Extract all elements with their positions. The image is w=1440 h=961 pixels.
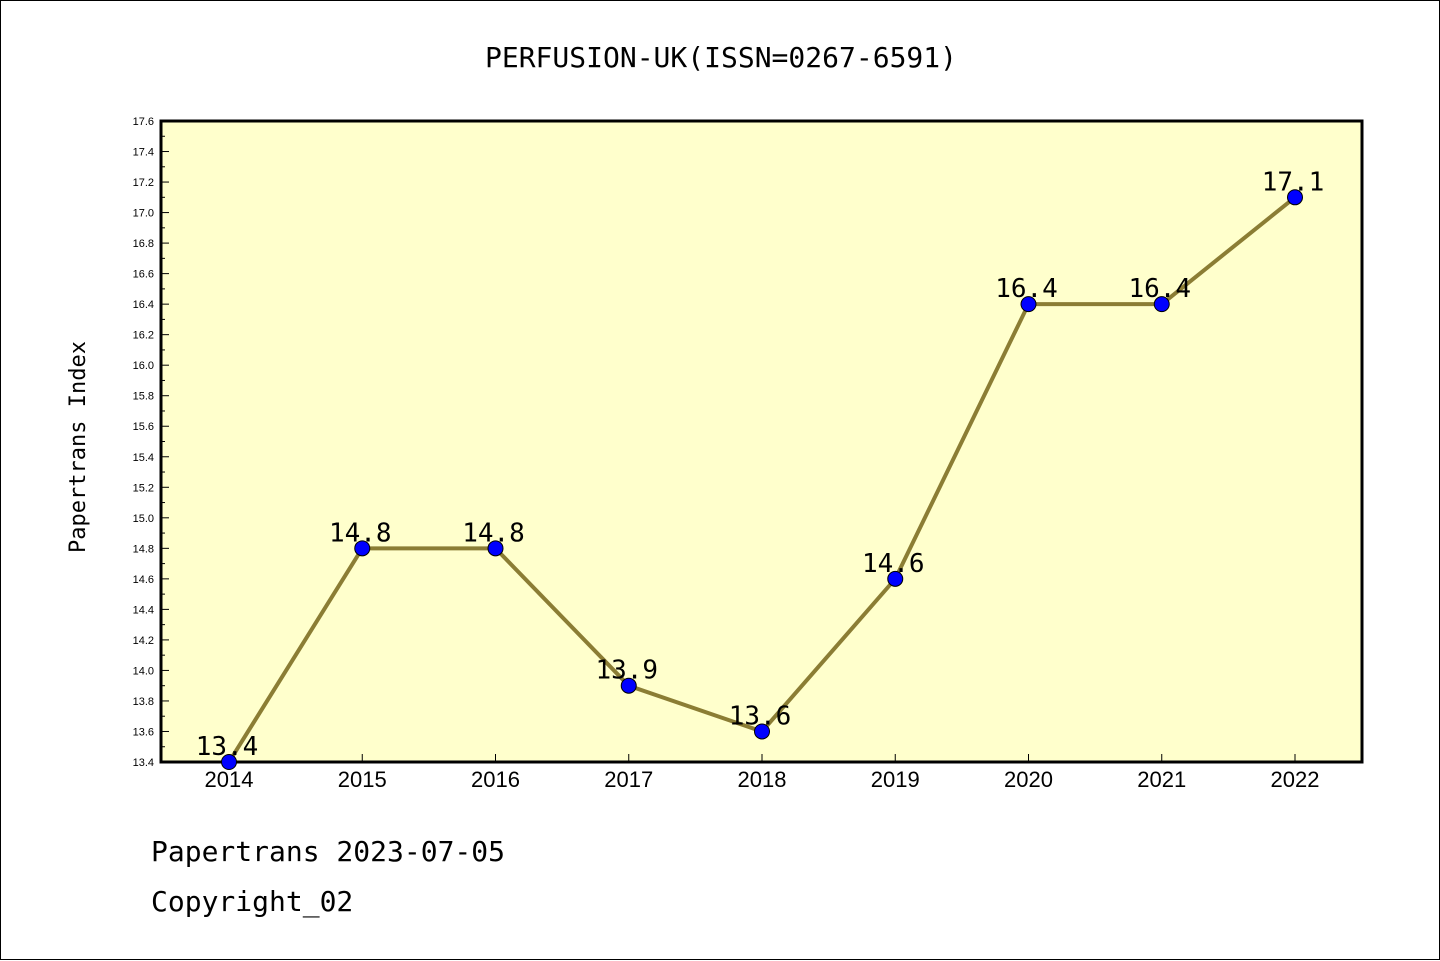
y-tick-label: 16.8 — [133, 238, 154, 250]
data-label: 16.4 — [1128, 274, 1191, 304]
data-label: 13.6 — [729, 701, 792, 731]
y-tick-label: 16.6 — [133, 269, 154, 281]
chart-title: PERFUSION-UK(ISSN=0267-6591) — [485, 41, 957, 74]
x-tick-label: 2016 — [471, 767, 520, 792]
y-tick-label: 16.0 — [133, 360, 154, 372]
x-tick-label: 2014 — [205, 767, 254, 792]
x-axis-ticks: 2014 2015 2016 2017 2018 2019 2020 2021 2022 — [205, 754, 1320, 792]
y-tick-label: 17.6 — [133, 116, 154, 128]
data-point — [754, 723, 770, 740]
data-label: 17.1 — [1262, 167, 1325, 197]
y-tick-label: 17.2 — [133, 177, 154, 189]
data-point — [1020, 296, 1037, 313]
y-tick-label: 16.4 — [133, 299, 154, 311]
y-axis-ticks: 13.4 13.6 13.8 14.0 14.2 14.4 14.6 14.8 15.0 15.2… — [133, 116, 169, 769]
y-tick-label: 13.8 — [133, 696, 154, 708]
y-tick-label: 15.6 — [133, 421, 154, 433]
x-tick-label: 2015 — [338, 767, 387, 792]
data-label: 14.8 — [462, 518, 525, 548]
y-tick-label: 16.2 — [133, 330, 154, 342]
data-label: 16.4 — [995, 274, 1058, 304]
y-tick-label: 17.0 — [133, 208, 154, 220]
data-point — [1287, 189, 1303, 206]
data-label: 14.6 — [862, 549, 925, 579]
x-tick-label: 2018 — [738, 767, 787, 792]
y-tick-label: 13.6 — [133, 726, 154, 738]
footer-date: Papertrans 2023-07-05 — [151, 835, 506, 868]
data-label: 13.4 — [196, 732, 259, 762]
x-tick-label: 2017 — [604, 767, 653, 792]
data-point — [221, 754, 237, 770]
y-tick-label: 14.2 — [133, 635, 154, 647]
y-tick-label: 14.8 — [133, 543, 154, 555]
data-labels: 13.4 14.8 14.8 13.9 13.6 14.6 16.4 16.4 17.1 — [196, 167, 1325, 762]
data-point — [1153, 296, 1170, 313]
y-tick-label: 17.4 — [133, 147, 154, 159]
data-point — [354, 540, 371, 557]
x-tick-label: 2022 — [1271, 767, 1320, 792]
plot-area — [159, 119, 1364, 764]
y-tick-label: 13.4 — [133, 757, 154, 769]
y-axis-label: Papertrans Index — [66, 341, 91, 553]
x-tick-label: 2021 — [1137, 767, 1186, 792]
data-label: 13.9 — [595, 656, 658, 686]
x-tick-label: 2020 — [1004, 767, 1053, 792]
data-point — [487, 540, 504, 557]
data-point — [887, 570, 904, 587]
y-tick-label: 14.0 — [133, 665, 154, 677]
y-tick-label: 14.4 — [133, 604, 154, 616]
data-point — [620, 677, 637, 694]
y-tick-label: 15.2 — [133, 482, 154, 494]
y-tick-label: 14.6 — [133, 574, 154, 586]
y-tick-label: 15.0 — [133, 513, 154, 525]
x-tick-label: 2019 — [871, 767, 920, 792]
data-points — [221, 189, 1303, 770]
footer-copyright: Copyright_02 — [151, 885, 354, 918]
y-tick-label: 15.8 — [133, 391, 154, 403]
data-label: 14.8 — [329, 518, 392, 548]
y-tick-label: 15.4 — [133, 452, 154, 464]
